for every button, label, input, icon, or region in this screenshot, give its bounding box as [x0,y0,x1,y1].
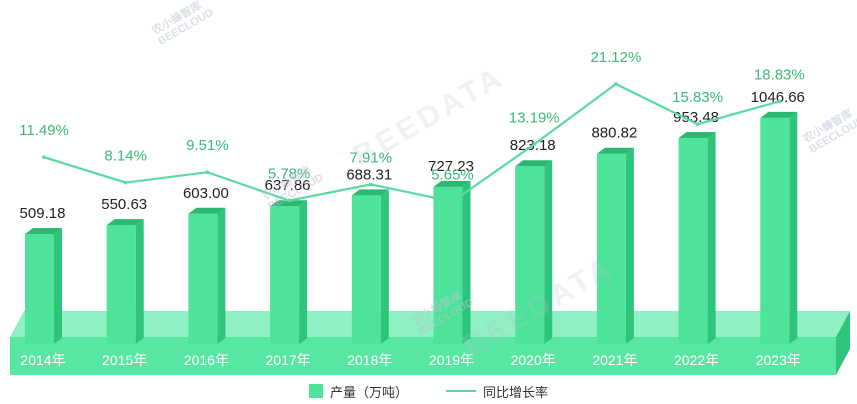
bar-top-4 [351,189,389,196]
bar-side-4 [380,189,389,344]
bar-top-2 [188,207,226,214]
bar-value-label-3: 637.86 [265,177,311,194]
bar-top-3 [270,200,308,207]
bar-value-label-7: 880.82 [591,125,637,142]
bar-2 [188,213,218,344]
growth-label-2: 9.51% [186,137,229,154]
bar-8 [678,138,708,344]
growth-point-7 [614,82,618,86]
x-tick-label-4: 2018年 [347,352,392,368]
growth-label-5: 5.65% [431,167,474,184]
bar-value-label-2: 603.00 [183,185,229,202]
legend-item-line: 同比增长率 [446,382,548,401]
x-tick-label-9: 2023年 [756,352,801,368]
growth-line [43,82,780,203]
x-tick-label-0: 2014年 [20,352,65,368]
x-tick-label-8: 2022年 [674,352,719,368]
bar-side-7 [625,147,634,344]
growth-label-8: 15.83% [672,89,723,106]
x-tick-label-5: 2019年 [429,352,474,368]
legend: 产量（万吨） 同比增长率 [0,380,857,402]
x-tick-label-6: 2020年 [511,352,556,368]
x-tick-label-7: 2021年 [592,352,637,368]
bar-3 [270,206,300,344]
legend-bar-swatch [308,384,323,398]
legend-bar-label: 产量（万吨） [329,384,408,400]
bar-6 [515,166,545,344]
base-front [10,337,836,375]
bar-5 [433,186,463,344]
bar-value-label-4: 688.31 [346,166,392,183]
base-side [836,311,850,375]
bar-7 [596,153,626,344]
bar-value-label-5: 727.23 [428,158,474,175]
bar-side-5 [462,180,471,344]
x-tick-label-3: 2017年 [266,352,311,368]
growth-point-5 [450,199,455,204]
bar-side-1 [135,219,144,344]
growth-label-3: 5.78% [268,166,311,183]
legend-line-swatch [446,390,476,392]
legend-item-bar: 产量（万吨） [308,382,408,401]
bar-9 [760,117,790,344]
growth-label-0: 11.49% [19,122,69,139]
bar-top-9 [760,111,798,118]
growth-point-2 [205,170,210,175]
bar-side-9 [789,111,798,344]
bar-top-6 [515,160,553,167]
growth-label-6: 13.19% [509,109,560,126]
growth-point-3 [287,198,291,203]
growth-point-6 [532,142,536,147]
bar-side-6 [544,160,553,344]
bar-side-3 [299,200,308,344]
bar-value-label-1: 550.63 [101,196,147,213]
bar-top-8 [678,132,716,139]
bar-value-label-9: 1046.66 [751,89,805,106]
growth-point-0 [42,155,46,159]
growth-label-9: 18.83% [754,66,805,83]
bar-side-0 [54,228,62,344]
growth-point-9 [777,99,782,104]
bar-top-1 [106,219,144,226]
growth-label-7: 21.12% [590,49,641,66]
bar-side-2 [217,207,226,344]
growth-label-1: 8.14% [104,148,147,165]
bar-top-5 [433,180,471,187]
growth-point-4 [369,182,373,187]
x-tick-label-1: 2015年 [102,352,147,368]
bar-top-0 [25,228,62,235]
legend-line-label: 同比增长率 [483,384,549,400]
growth-label-4: 7.91% [350,149,393,166]
growth-point-8 [695,122,700,126]
bar-side-8 [707,132,716,344]
x-tick-label-2: 2016年 [184,352,229,368]
bar-value-label-0: 509.18 [20,205,66,222]
bar-top-7 [596,147,634,154]
growth-point-1 [123,180,128,185]
bar-0 [25,234,54,344]
bar-4 [351,195,381,344]
bar-1 [106,225,136,344]
